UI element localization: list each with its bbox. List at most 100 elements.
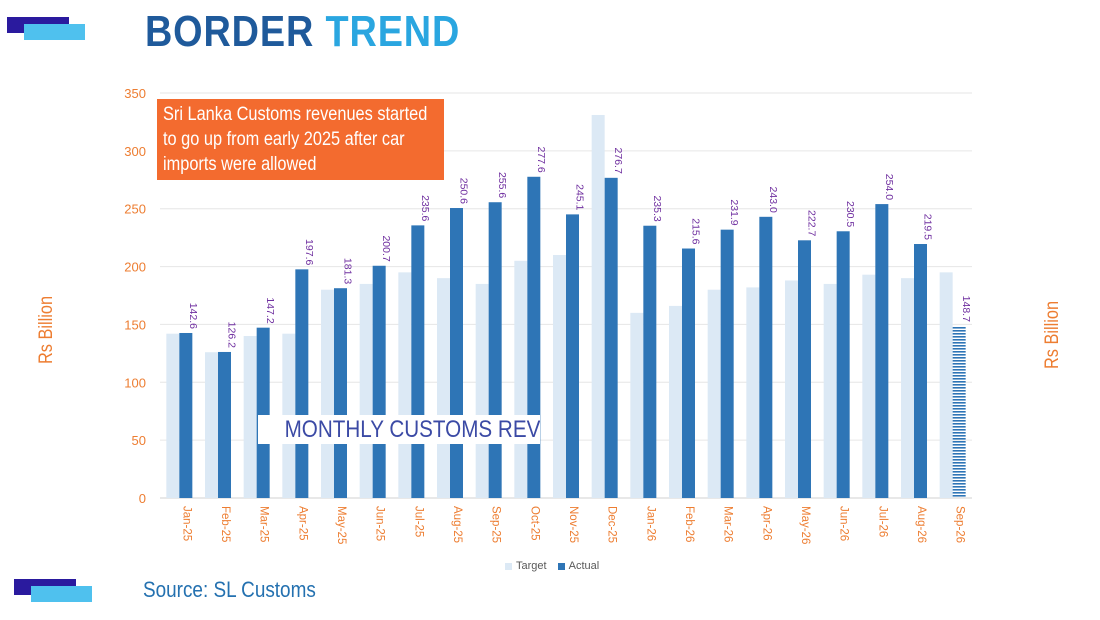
y-tick-label: 300 [124,144,146,159]
data-label: 230.5 [844,201,856,227]
page-title: BORDER TREND [145,10,460,54]
bar-actual [604,177,618,498]
x-tick-label: Nov-25 [567,506,579,543]
x-tick-label: Mar-25 [258,506,270,542]
bar-target [746,287,760,498]
data-label: 231.9 [728,199,740,225]
data-label: 219.5 [922,214,934,240]
bar-target [243,336,257,498]
legend-label-actual: Actual [568,560,600,572]
bar-actual [952,325,966,498]
y-tick-label: 100 [124,375,146,390]
y-tick-label: 0 [139,491,146,506]
y-tick-label: 150 [124,317,146,332]
bar-target [514,260,528,498]
bar-target [939,272,953,498]
y-tick-label: 250 [124,202,146,217]
bar-target [205,352,218,498]
legend-swatch-target [505,562,512,570]
y-tick-label: 200 [124,260,146,275]
data-label: 181.3 [342,258,354,284]
bar-target [553,255,566,498]
data-label: 235.3 [651,195,663,221]
x-tick-label: Mar-26 [722,506,734,542]
data-label: 215.6 [690,218,702,244]
bar-actual [836,231,850,498]
data-label: 254.0 [883,174,895,200]
bar-target [321,289,334,498]
legend-swatch-actual [557,562,565,570]
x-tick-label: Apr-26 [760,506,772,541]
data-label: 250.6 [458,178,470,204]
bar-target [398,272,412,498]
y-tick-label: 350 [124,86,146,101]
bar-actual [411,225,425,498]
bar-target [669,305,682,498]
annotation-text: Sri Lanka Customs revenues started to go… [163,104,428,175]
legend: Target Actual [505,560,607,572]
x-tick-label: Jul-26 [876,506,888,537]
bar-target [591,114,605,498]
x-tick-label: Jun-25 [374,506,386,541]
data-label: 235.6 [419,195,431,221]
bar-actual [798,240,811,498]
bar-actual [527,176,541,498]
bar-target [707,289,721,498]
bar-target [630,312,644,498]
bar-actual [334,288,347,498]
x-tick-label: Feb-26 [683,506,695,542]
chart-title: MONTHLY CUSTOMS REVENUES [258,415,540,444]
bar-actual [643,225,657,498]
data-label: 142.6 [187,303,199,329]
y-axis-label-right: Rs Billion [1042,300,1063,370]
data-label: 147.2 [264,297,276,323]
data-label: 222.7 [806,210,818,236]
annotation-box: Sri Lanka Customs revenues started to go… [157,99,444,180]
bar-target [166,333,180,498]
x-tick-label: Aug-26 [915,506,927,543]
x-tick-label: Jan-26 [644,506,656,541]
data-label: 197.6 [303,239,315,265]
bar-actual [450,208,463,498]
bar-actual [179,332,193,498]
data-label: 243.0 [767,187,779,213]
x-tick-label: Apr-25 [296,506,308,541]
bar-actual [488,202,502,498]
y-axis-label-left: Rs Billion [36,295,57,365]
x-tick-label: Oct-25 [528,506,540,541]
legend-item-actual: Actual [557,560,600,572]
bar-target [437,278,450,498]
bar-target [901,278,914,498]
title-word-border: BORDER [145,7,315,56]
data-label: 200.7 [380,235,392,261]
bar-actual [372,265,386,498]
x-tick-label: Sep-25 [490,506,502,543]
bar-target [475,283,489,498]
x-tick-label: Sep-26 [954,506,966,543]
x-tick-label: Jul-25 [412,506,424,537]
bar-actual [759,216,773,499]
legend-label-target: Target [516,560,547,572]
bar-actual [875,204,889,499]
bar-actual [720,229,734,498]
bar-actual [218,351,231,498]
bar-target [785,280,798,498]
x-tick-label: Feb-25 [219,506,231,542]
data-label: 245.1 [574,184,586,210]
bar-target [359,283,373,498]
data-label: 148.7 [960,296,972,322]
bar-target [823,283,837,498]
x-tick-label: Jan-25 [180,506,192,541]
title-word-trend: TREND [325,7,461,56]
bar-actual [295,269,309,498]
bar-target [862,274,876,498]
bar-actual [566,214,579,499]
bar-actual [914,244,927,498]
x-tick-label: May-25 [335,506,347,544]
x-tick-label: Jun-26 [838,506,850,541]
data-label: 126.2 [226,322,238,348]
logo-bar-light [24,24,85,40]
chart-title-text: MONTHLY CUSTOMS REVENUES [284,416,540,443]
source-note: Source: SL Customs [143,577,316,602]
